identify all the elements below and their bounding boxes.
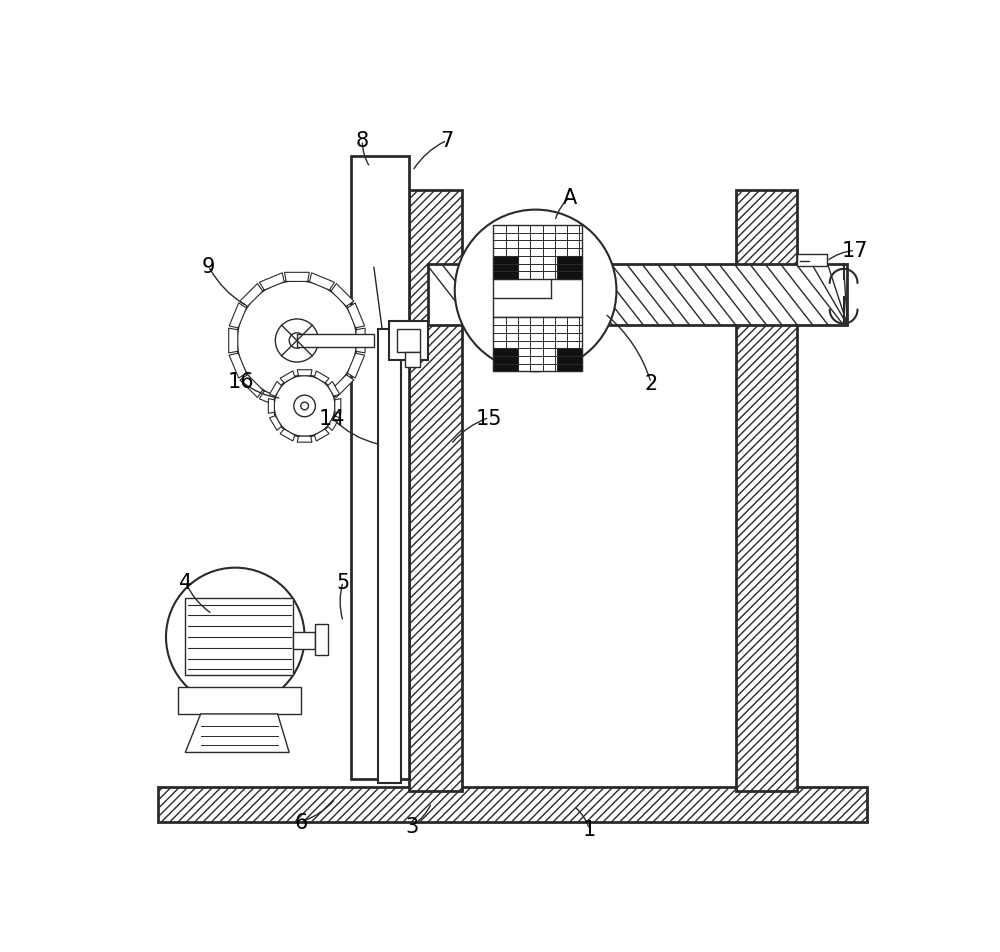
Circle shape — [294, 396, 315, 417]
Polygon shape — [331, 375, 354, 398]
Bar — [428, 265, 847, 326]
Polygon shape — [335, 399, 341, 414]
Text: 8: 8 — [356, 131, 369, 151]
Polygon shape — [328, 416, 340, 431]
Circle shape — [455, 210, 616, 372]
Text: 4: 4 — [179, 572, 192, 592]
Bar — [378, 329, 401, 783]
Polygon shape — [356, 328, 365, 353]
Polygon shape — [314, 371, 329, 384]
Polygon shape — [240, 375, 263, 398]
Bar — [736, 191, 797, 791]
Circle shape — [166, 568, 305, 706]
Bar — [797, 255, 827, 267]
Bar — [397, 329, 420, 352]
Polygon shape — [347, 304, 365, 328]
Polygon shape — [270, 382, 282, 397]
Bar — [493, 348, 518, 372]
Text: 16: 16 — [228, 372, 255, 392]
Bar — [493, 226, 582, 280]
Bar — [293, 632, 315, 649]
Polygon shape — [310, 391, 334, 408]
Bar — [493, 318, 582, 372]
Text: 5: 5 — [336, 572, 350, 592]
Bar — [158, 787, 867, 822]
Bar — [315, 625, 328, 655]
Polygon shape — [284, 400, 309, 409]
Circle shape — [237, 281, 357, 401]
Polygon shape — [297, 437, 312, 443]
Bar — [185, 599, 293, 676]
Text: 17: 17 — [842, 241, 868, 261]
Polygon shape — [310, 273, 334, 290]
Bar — [405, 352, 420, 368]
Bar — [351, 156, 409, 780]
Text: A: A — [563, 188, 577, 208]
Circle shape — [275, 320, 318, 363]
Polygon shape — [259, 391, 284, 408]
Text: 2: 2 — [644, 373, 658, 393]
Polygon shape — [229, 304, 246, 328]
Polygon shape — [270, 416, 282, 431]
Bar — [409, 191, 462, 791]
Polygon shape — [229, 328, 238, 353]
Text: 3: 3 — [406, 816, 419, 836]
Bar — [389, 322, 428, 361]
Polygon shape — [259, 273, 284, 290]
Polygon shape — [280, 429, 295, 442]
Polygon shape — [229, 354, 246, 379]
Bar — [557, 348, 582, 372]
Polygon shape — [185, 714, 289, 753]
Circle shape — [274, 376, 335, 437]
Polygon shape — [284, 273, 309, 282]
Text: 6: 6 — [294, 812, 307, 832]
Bar — [178, 687, 301, 714]
Text: 15: 15 — [476, 408, 503, 428]
Polygon shape — [280, 371, 295, 384]
Polygon shape — [240, 285, 263, 307]
Polygon shape — [314, 429, 329, 442]
Polygon shape — [268, 399, 274, 414]
Text: 7: 7 — [440, 131, 454, 151]
Text: 1: 1 — [583, 820, 596, 840]
Text: 14: 14 — [318, 408, 345, 428]
Polygon shape — [331, 285, 354, 307]
Bar — [297, 335, 374, 347]
Polygon shape — [328, 382, 340, 397]
Bar — [557, 256, 582, 280]
Polygon shape — [347, 354, 365, 379]
Circle shape — [301, 403, 308, 410]
Polygon shape — [297, 370, 312, 376]
Bar — [493, 256, 518, 280]
Text: 9: 9 — [202, 256, 215, 276]
Circle shape — [289, 333, 305, 348]
